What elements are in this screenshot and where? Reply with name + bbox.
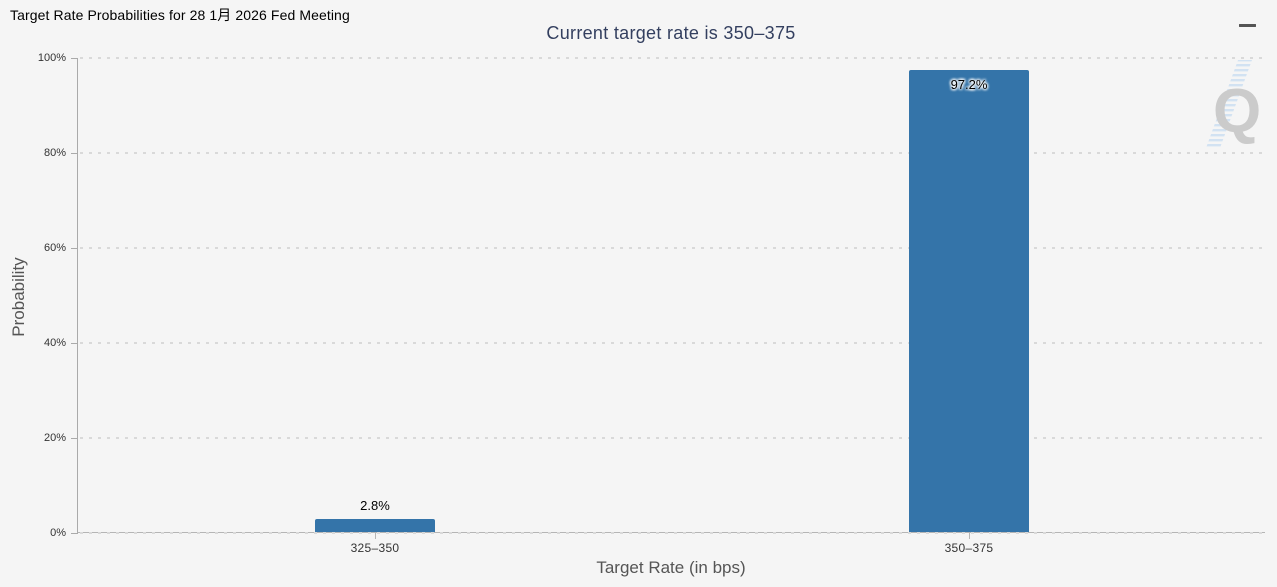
y-axis-tick	[71, 533, 78, 534]
x-axis-tick	[969, 533, 970, 539]
probability-bar	[909, 70, 1029, 532]
y-axis-tick-label: 80%	[43, 147, 66, 159]
y-axis-tick	[71, 343, 78, 344]
y-axis-title: Probability	[9, 257, 28, 337]
y-gridline	[80, 532, 1265, 534]
y-gridline	[80, 247, 1265, 249]
y-axis-tick-label: 100%	[37, 52, 66, 64]
probability-bar	[315, 518, 435, 532]
y-axis-tick	[71, 248, 78, 249]
y-gridline	[80, 152, 1265, 154]
x-axis-category-label: 325–350	[350, 541, 400, 555]
x-axis-category-label: 350–375	[944, 541, 994, 555]
y-axis-tick-label: 40%	[43, 337, 66, 349]
x-axis-title: Target Rate (in bps)	[596, 558, 746, 577]
y-axis-tick-label: 20%	[43, 432, 66, 444]
y-gridline	[80, 437, 1265, 439]
x-axis-tick	[375, 533, 376, 539]
page-title: Target Rate Probabilities for 28 1月 2026…	[10, 7, 350, 23]
y-gridline	[80, 342, 1265, 344]
y-axis-tick	[71, 438, 78, 439]
y-axis-tick-label: 0%	[50, 527, 66, 539]
bar-value-label: 2.8%	[360, 497, 390, 513]
bar-chart-plot-area: 0% 20% 40% 60% 80% 100% 2.8% 325–350 97.2% 350–37…	[38, 52, 1265, 555]
chart-title: Current target rate is 350–375	[546, 23, 796, 43]
bar-value-label: 97.2%	[950, 77, 988, 93]
y-axis-tick	[71, 58, 78, 59]
y-gridline	[80, 57, 1265, 59]
y-axis-tick-label: 60%	[43, 242, 66, 254]
y-axis-tick	[71, 153, 78, 154]
hamburger-icon	[1239, 24, 1256, 27]
hamburger-menu-button[interactable]	[1239, 7, 1261, 27]
